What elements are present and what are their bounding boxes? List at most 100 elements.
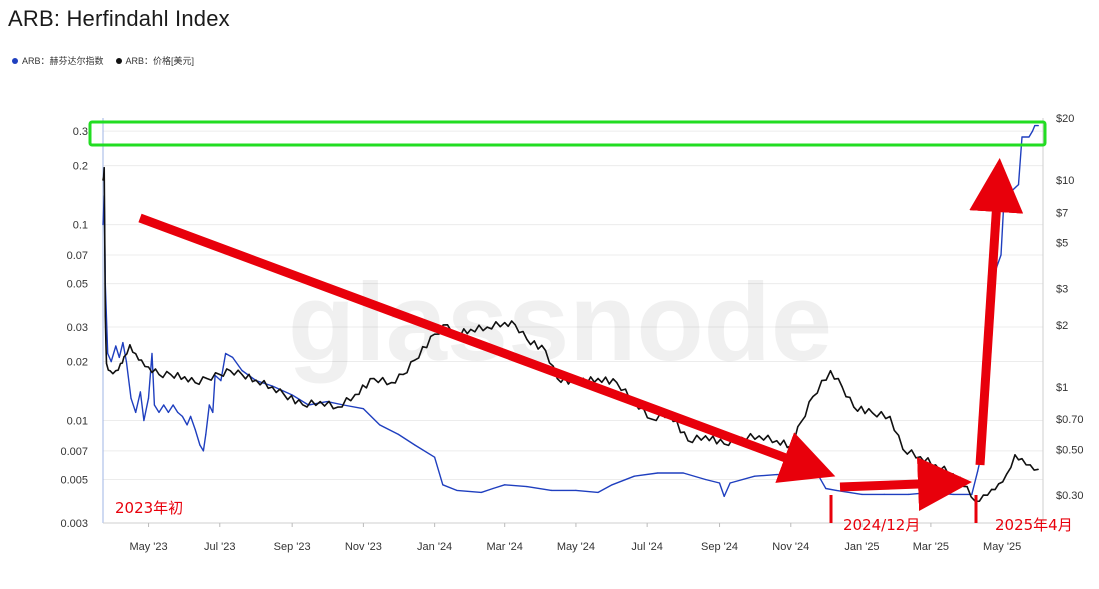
data-point-price: [354, 393, 356, 396]
x-tick-label: Nov '23: [345, 541, 382, 553]
data-point-price: [194, 382, 196, 384]
data-point-price: [434, 333, 436, 335]
data-point-herfindahl: [818, 475, 820, 477]
arrow-surge: [969, 158, 1024, 466]
axes: 0.3 0.2 0.1 0.07 0.05 0.03 0.02 0.01 0.007 0.005 0…: [60, 113, 1083, 553]
data-point-price: [902, 448, 904, 450]
data-point-price: [723, 443, 725, 445]
chart-title: ARB: Herfindahl Index: [8, 6, 230, 31]
data-point-price: [871, 412, 874, 414]
data-point-herfindahl: [220, 380, 222, 382]
legend-item-herfindahl[interactable]: ARB：赫芬达尔指数: [12, 54, 104, 67]
data-point-price: [998, 483, 1000, 485]
arrow-flat: [839, 457, 972, 512]
x-tick-label: Sep '24: [701, 541, 738, 553]
y-right-tick-label: $0.30: [1056, 490, 1084, 502]
data-point-price: [790, 445, 792, 447]
data-point-herfindahl: [202, 450, 204, 452]
data-point-herfindahl: [125, 361, 127, 363]
data-point-price: [373, 377, 375, 380]
data-point-herfindahl: [704, 478, 707, 481]
data-point-price: [219, 373, 221, 376]
data-point-herfindahl: [167, 411, 169, 413]
data-point-price: [184, 376, 186, 378]
data-point-herfindahl: [139, 391, 141, 393]
data-point-herfindahl: [1000, 254, 1002, 256]
data-point-herfindahl: [526, 486, 528, 488]
data-point-herfindahl: [107, 352, 109, 355]
y-left-tick-label: 0.003: [60, 518, 88, 530]
data-point-price: [302, 404, 304, 406]
data-point-price: [283, 393, 285, 396]
y-right-tick-label: $20: [1056, 113, 1074, 125]
y-right-tick-label: $0.70: [1056, 414, 1084, 426]
data-point-herfindahl: [208, 404, 210, 406]
x-tick-label: Nov '24: [772, 541, 809, 553]
data-point-herfindahl: [212, 411, 214, 413]
data-point-price: [889, 415, 891, 418]
y-right-tick-label: $10: [1056, 175, 1074, 187]
data-point-price: [853, 406, 855, 408]
y-left-tick-label: 0.2: [73, 161, 88, 173]
data-point-price: [651, 418, 653, 420]
data-point-price: [105, 362, 108, 365]
data-point-price: [841, 386, 843, 388]
y-left-tick-label: 0.07: [67, 250, 88, 262]
data-point-price: [229, 370, 231, 372]
data-point-price: [1021, 458, 1023, 460]
data-point-price: [1029, 464, 1031, 466]
data-point-herfindahl: [130, 397, 132, 399]
y-left-tick-label: 0.005: [60, 475, 88, 487]
data-point-herfindahl: [729, 482, 731, 484]
data-point-price: [704, 435, 707, 437]
data-point-price: [158, 373, 160, 376]
data-point-price: [514, 324, 516, 326]
data-point-price: [319, 401, 321, 403]
x-tick-label: Jan '25: [844, 541, 879, 553]
x-tick-label: Sep '23: [274, 541, 311, 553]
data-point-price: [402, 373, 404, 376]
data-point-herfindahl: [657, 472, 659, 474]
data-point-price: [504, 322, 506, 324]
y-right-tick-label: $5: [1056, 237, 1068, 249]
data-point-herfindahl: [908, 493, 910, 495]
x-tick-label: Mar '24: [487, 541, 523, 553]
legend-dot-price: [115, 57, 122, 64]
data-point-herfindahl: [825, 487, 827, 490]
data-point-herfindahl: [181, 415, 183, 417]
data-point-herfindahl: [456, 489, 458, 491]
y-left-tick-label: 0.01: [67, 416, 88, 428]
data-point-herfindahl: [110, 361, 112, 363]
y-left-tick-label: 0.02: [67, 357, 88, 369]
data-point-herfindahl: [414, 444, 416, 446]
data-point-herfindahl: [575, 489, 577, 491]
data-point-herfindahl: [1034, 125, 1036, 127]
data-point-price: [616, 382, 618, 384]
legend-item-price[interactable]: ARB：价格[美元]: [115, 54, 194, 67]
data-point-herfindahl: [1037, 125, 1039, 127]
data-point-price: [982, 494, 985, 496]
x-tick-label: Mar '25: [913, 541, 949, 553]
data-point-herfindahl: [122, 342, 124, 344]
arrow-decline: [138, 213, 836, 483]
data-point-herfindahl: [718, 482, 721, 484]
data-point-price: [545, 350, 547, 352]
data-point-herfindahl: [118, 356, 120, 358]
annotation-start: 2023年初: [115, 499, 183, 517]
y-right-tick-label: $2: [1056, 320, 1068, 332]
data-point-herfindahl: [1031, 130, 1034, 132]
data-point-herfindahl: [190, 415, 192, 417]
x-tick-label: Jul '23: [204, 541, 235, 553]
y-left-tick-label: 0.007: [60, 446, 88, 458]
data-point-price: [115, 370, 117, 372]
data-point-herfindahl: [682, 472, 684, 474]
data-point-herfindahl: [115, 345, 117, 347]
data-point-herfindahl: [153, 404, 155, 406]
data-point-herfindahl: [172, 404, 174, 406]
data-point-herfindahl: [800, 474, 802, 476]
data-point-herfindahl: [225, 352, 227, 355]
data-point-herfindahl: [550, 489, 553, 491]
data-point-herfindahl: [633, 475, 635, 477]
data-point-price: [526, 338, 528, 340]
